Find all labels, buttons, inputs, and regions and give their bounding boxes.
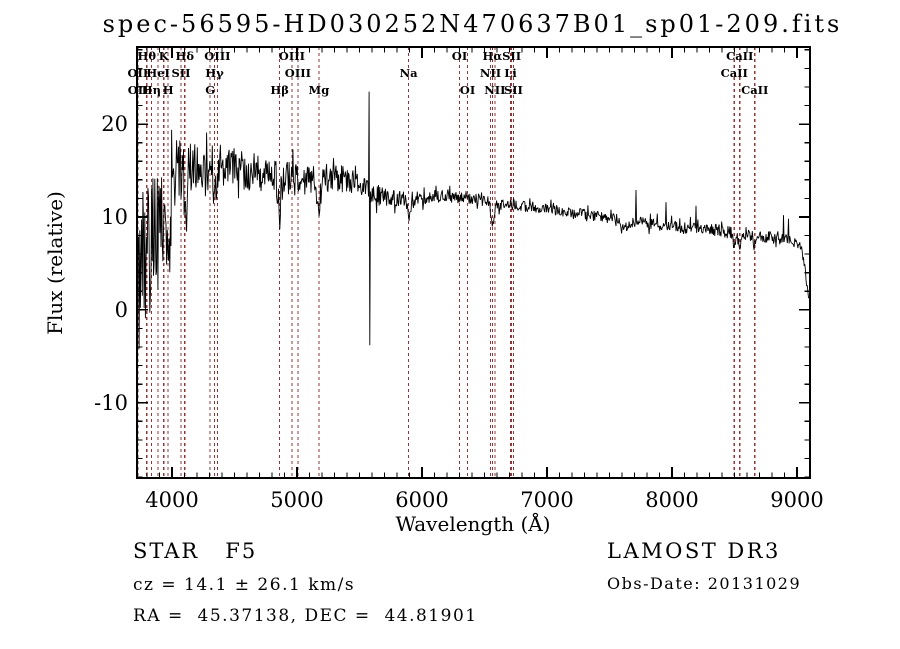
spectral-line-label: Li (504, 66, 517, 80)
x-tick-label: 9000 (770, 488, 823, 512)
page-title: spec-56595-HD030252N470637B01_sp01-209.f… (102, 10, 843, 38)
spectral-line-label: OII (128, 83, 149, 97)
spectral-line-label: OI (452, 49, 467, 63)
spectral-line-label: CaII (721, 66, 748, 80)
spectral-line-label: Hθ (137, 49, 156, 63)
x-axis-label: Wavelength (Å) (395, 511, 550, 536)
y-tick-label: 10 (101, 205, 128, 229)
spectral-line-label: NII (480, 66, 501, 80)
x-tick-label: 8000 (645, 488, 698, 512)
spectral-line-label: HeI (146, 66, 170, 80)
spectral-line-label: OIII (285, 66, 311, 80)
y-tick-labels: -10 0 10 20 (94, 112, 128, 415)
spectral-line-label: Hγ (205, 66, 224, 80)
ra-dec-text: RA = 45.37138, DEC = 44.81901 (133, 606, 478, 626)
spectral-line-label: Hδ (175, 49, 194, 63)
survey-release-text: LAMOST DR3 (607, 539, 781, 563)
spectral-line-label: Hη (142, 83, 161, 97)
spectral-line-label: H (163, 83, 174, 97)
x-tick-labels: 4000 5000 6000 7000 8000 9000 (145, 488, 823, 512)
cz-velocity-text: cz = 14.1 ± 26.1 km/s (133, 575, 356, 595)
classification-text: STAR F5 (133, 539, 258, 563)
spectral-line-label: NII (484, 83, 505, 97)
y-tick-label: 20 (101, 112, 128, 136)
spectral-line-label: Na (400, 66, 419, 80)
y-tick-label: 0 (115, 298, 128, 322)
spectral-line-label: SII (502, 49, 521, 63)
spectral-line-label: Hα (483, 49, 503, 63)
spectral-line-label: CaII (726, 49, 753, 63)
x-tick-label: 5000 (270, 488, 323, 512)
y-axis-label: Flux (relative) (43, 191, 67, 335)
obs-date-text: Obs-Date: 20131029 (607, 574, 802, 593)
major-ticks (137, 47, 810, 478)
spectral-line-label: OIII (204, 49, 230, 63)
spectral-line-label: K (159, 49, 170, 63)
spectrum-trace (136, 91, 810, 349)
spectral-line-label: CaII (741, 83, 768, 97)
spectral-line-markers (137, 47, 756, 478)
axis-ticks (137, 47, 811, 478)
spectral-line-label: OII (127, 66, 148, 80)
x-tick-label: 6000 (395, 488, 448, 512)
axis-frame (136, 46, 811, 479)
spectral-line-label: Hβ (270, 83, 289, 97)
spectrum-path (136, 91, 810, 349)
y-tick-label: -10 (94, 391, 128, 415)
x-tick-label: 7000 (520, 488, 573, 512)
spectral-line-label: SII (504, 83, 523, 97)
spectral-line-label: Mg (308, 83, 329, 97)
x-tick-label: 4000 (145, 488, 198, 512)
minor-ticks (137, 47, 811, 478)
spectral-line-label: OIII (279, 49, 305, 63)
plot-frame (136, 46, 811, 479)
spectral-line-label: OI (460, 83, 475, 97)
spectral-line-label: SII (171, 66, 190, 80)
spectral-line-label: G (205, 83, 215, 97)
